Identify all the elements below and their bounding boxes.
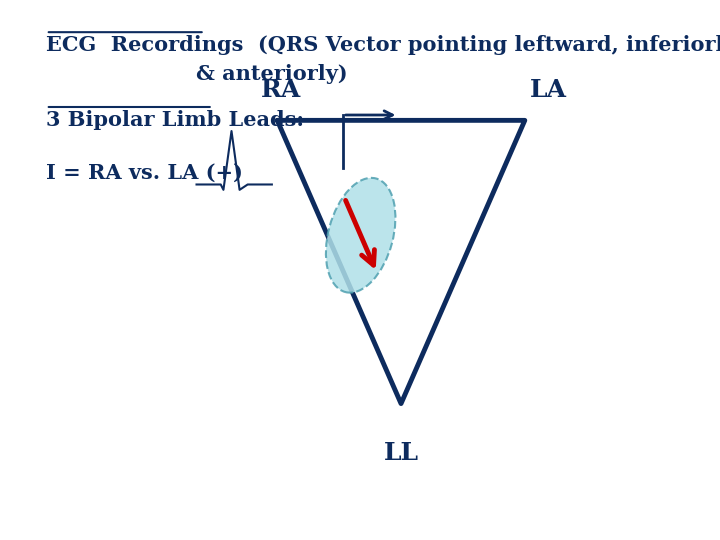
Ellipse shape xyxy=(326,178,395,293)
Text: RA: RA xyxy=(261,78,302,102)
Text: LL: LL xyxy=(384,441,418,465)
Text: ECG  Recordings  (QRS Vector pointing leftward, inferiorly: ECG Recordings (QRS Vector pointing left… xyxy=(46,35,720,55)
Text: & anteriorly): & anteriorly) xyxy=(196,64,348,84)
Text: 3 Bipolar Limb Leads:: 3 Bipolar Limb Leads: xyxy=(46,110,304,130)
Text: I = RA vs. LA (+): I = RA vs. LA (+) xyxy=(46,163,243,183)
Text: LA: LA xyxy=(530,78,567,102)
